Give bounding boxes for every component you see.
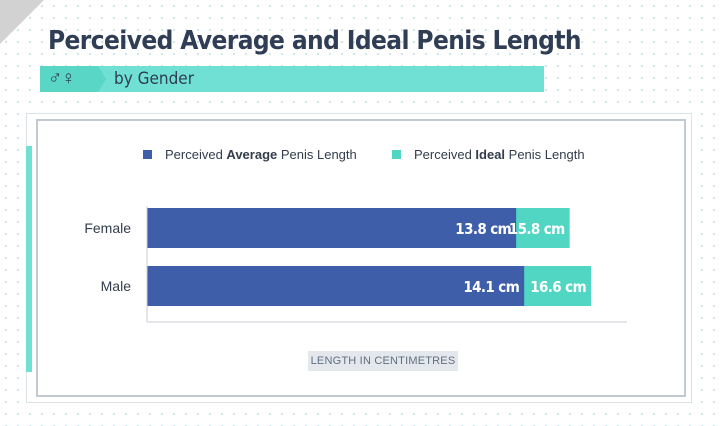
bar-average-male	[147, 266, 525, 306]
chart-card-frame	[36, 119, 686, 397]
chart-subtitle: by Gender	[114, 69, 194, 89]
value-label-ideal-male: 16.6 cm	[530, 278, 586, 296]
legend-swatch-ideal	[392, 150, 401, 159]
gender-icon: ♂♀	[48, 68, 75, 89]
legend-swatch-average	[143, 150, 152, 159]
x-axis-title: LENGTH IN CENTIMETRES	[308, 351, 458, 371]
category-label-male: Male	[101, 278, 132, 294]
value-label-average-female: 13.8 cm	[455, 220, 511, 238]
legend: Perceived Average Penis Length Perceived…	[143, 147, 585, 162]
legend-label-average: Perceived Average Penis Length	[165, 147, 357, 162]
value-label-ideal-female: 15.8 cm	[509, 220, 565, 238]
subtitle-band	[40, 66, 544, 92]
chart-title: Perceived Average and Ideal Penis Length	[48, 26, 582, 56]
category-label-female: Female	[84, 220, 131, 236]
gender-tab	[40, 66, 106, 92]
card-accent-bar	[26, 146, 32, 372]
value-label-average-male: 14.1 cm	[463, 278, 519, 296]
legend-label-ideal: Perceived Ideal Penis Length	[414, 147, 585, 162]
bar-average-female	[147, 208, 517, 248]
corner-fold-decoration	[0, 0, 44, 44]
